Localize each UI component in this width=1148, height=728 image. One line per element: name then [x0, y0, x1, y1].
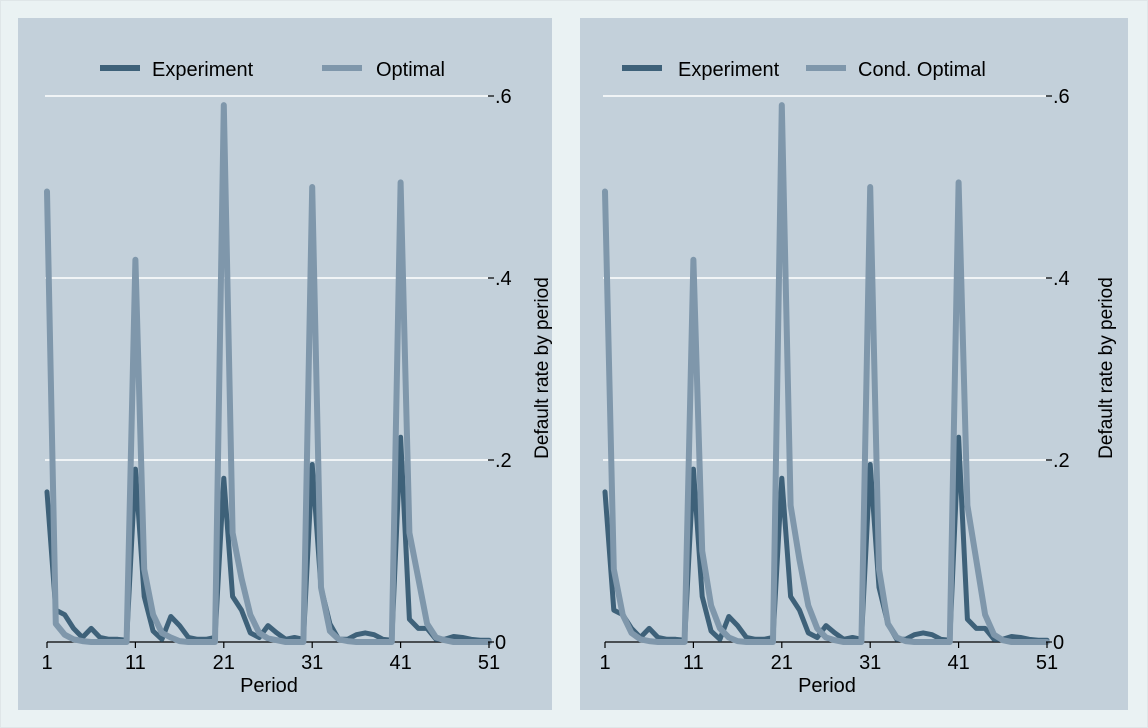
x-axis-label: Period: [240, 675, 298, 697]
plot-area: [18, 18, 552, 710]
x-tick-label: 1: [599, 652, 610, 674]
x-axis-label: Period: [798, 675, 856, 697]
x-tick-label: 31: [301, 652, 323, 674]
x-tick-label: 51: [1036, 652, 1058, 674]
x-tick-label: 21: [213, 652, 235, 674]
y-tick-label: 0: [495, 632, 506, 654]
gridlines: [45, 95, 488, 461]
x-tick-label: 41: [389, 652, 411, 674]
legend: Experiment Optimal: [100, 59, 445, 81]
x-tick-labels: 1 11 21 31 41 51: [599, 642, 1058, 674]
x-tick-label: 51: [478, 652, 500, 674]
x-tick-label: 11: [683, 652, 704, 674]
y-tick-label: .2: [1053, 450, 1070, 472]
y-tick-label: .4: [1053, 268, 1070, 290]
panel-left: 1 11 21 31 41 51 0.2.4.6 Experiment Optimal P…: [18, 18, 553, 710]
y-tick-labels: 0 .2 .4 .6: [488, 86, 512, 654]
gridlines: [603, 95, 1046, 461]
y-tick-label: .4: [495, 268, 512, 290]
x-tick-label: 31: [859, 652, 881, 674]
legend: Experiment Cond. Optimal: [622, 59, 986, 81]
series-lines: [602, 102, 1050, 645]
y-tick-label: .6: [495, 86, 512, 108]
plot-area: [580, 18, 1128, 710]
x-tick-label: 21: [771, 652, 793, 674]
y-tick-label: .2: [495, 450, 512, 472]
legend-label-cond-optimal: Cond. Optimal: [858, 59, 986, 81]
panel-right: 1 11 21 31 41 51 0.2.4.6 Experiment Cond. Opt…: [580, 18, 1128, 710]
series-lines: [44, 102, 492, 645]
y-tick-labels: 0 .2 .4 .6: [1046, 86, 1070, 654]
legend-label-experiment: Experiment: [152, 59, 254, 81]
x-tick-labels: 1 11 21 31 41 51: [41, 642, 500, 674]
series-line-cond-optimal: [602, 102, 1050, 645]
y-axis-label: Default rate by period: [532, 277, 553, 459]
legend-label-experiment: Experiment: [678, 59, 780, 81]
y-axis-label: Default rate by period: [1096, 277, 1117, 459]
y-tick-label: .6: [1053, 86, 1070, 108]
x-tick-label: 41: [947, 652, 969, 674]
series-line-optimal: [44, 102, 492, 645]
y-tick-label: 0: [1053, 632, 1064, 654]
legend-label-optimal: Optimal: [376, 59, 445, 81]
x-tick-label: 1: [41, 652, 52, 674]
x-tick-label: 11: [125, 652, 146, 674]
